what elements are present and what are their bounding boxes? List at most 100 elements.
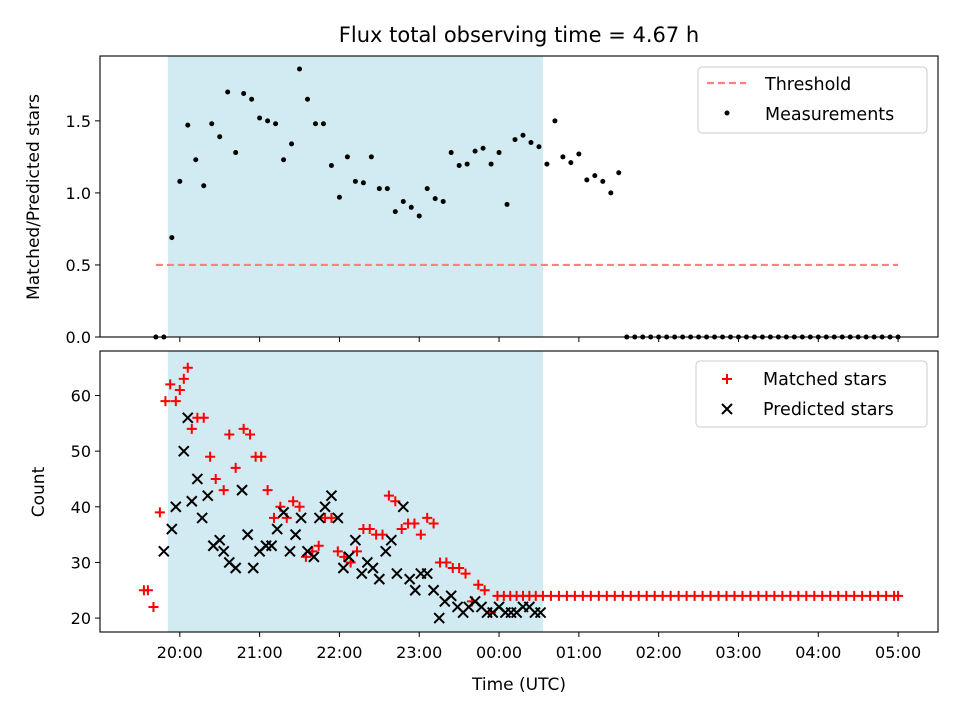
bottom-marks — [138, 362, 904, 624]
predicted-star-point — [380, 545, 392, 558]
top-legend-box — [697, 66, 928, 134]
matched-star-point — [351, 546, 362, 557]
measurement-point — [568, 160, 574, 166]
top-x-ticks — [179, 337, 899, 342]
matched-star-point — [473, 579, 484, 590]
measurement-point — [464, 161, 470, 167]
bottom-y-axis-label: Count — [29, 466, 49, 517]
top-y-ticks: 0.0 0.5 1.0 1.5 — [66, 112, 100, 347]
predicted-star-point — [433, 612, 445, 624]
predicted-star-point — [319, 501, 331, 513]
matched-star-point — [174, 384, 185, 395]
bot-y-tick-label: 40 — [71, 498, 91, 517]
measurement-point — [408, 204, 414, 210]
predicted-star-point — [421, 567, 433, 580]
chart-title: Flux total observing time = 4.67 h — [339, 23, 699, 47]
matched-star-point — [409, 518, 420, 529]
bottom-x-ticks: 20:00 21:00 22:00 23:00 00:00 01:00 02:00 03:00… — [157, 632, 921, 662]
predicted-star-point — [295, 512, 307, 524]
measurement-point — [616, 170, 622, 176]
top-axes-frame — [99, 55, 939, 338]
predicted-star-point — [217, 545, 230, 558]
predicted-star-point — [271, 523, 283, 535]
predicted-star-point — [214, 534, 226, 546]
matched-star-point — [313, 540, 324, 551]
predicted-star-point — [313, 512, 326, 524]
x-tick-label: 02:00 — [636, 643, 682, 662]
predicted-star-point — [182, 412, 194, 424]
predicted-star-point — [337, 562, 350, 574]
measurement-point — [225, 89, 231, 95]
x-tick-label: 23:00 — [396, 643, 442, 662]
top-panel: 0.0 0.5 1.0 1.5 Matched/Predicted stars Thr… — [24, 55, 939, 347]
measurement-point — [440, 199, 446, 205]
matched-star-point — [178, 373, 189, 384]
matched-star-point — [454, 563, 465, 574]
measurement-point — [209, 121, 215, 127]
measurement-point — [592, 173, 598, 179]
matched-star-point — [460, 568, 471, 579]
x-tick-label: 04:00 — [795, 643, 841, 662]
bottom-axes-frame — [99, 350, 939, 633]
x-tick-label: 21:00 — [237, 643, 283, 662]
measurement-point — [352, 178, 358, 184]
predicted-star-point — [373, 573, 386, 585]
measurement-point — [249, 96, 255, 102]
predicted-star-point — [534, 606, 547, 619]
measurement-point — [504, 201, 510, 207]
measurement-point — [233, 150, 239, 156]
predicted-star-point — [391, 567, 403, 580]
measurement-point — [600, 178, 606, 184]
measurement-point — [528, 139, 534, 145]
measurement-point — [480, 145, 486, 151]
measurement-point — [448, 150, 454, 156]
measurement-point — [169, 235, 175, 241]
matched-star-point — [256, 451, 267, 462]
predicted-star-point — [445, 590, 457, 602]
matched-star-point — [205, 451, 216, 462]
matched-star-point — [154, 507, 165, 518]
measurement-point — [320, 121, 326, 127]
predicted-star-point — [277, 506, 290, 519]
predicted-star-point — [202, 489, 214, 502]
measurement-point — [297, 66, 303, 72]
top-y-tick-label: 0.0 — [66, 328, 91, 347]
matched-star-point — [245, 429, 256, 440]
measurement-point — [344, 154, 350, 160]
matched-star-point — [160, 396, 171, 407]
top-y-tick-label: 1.0 — [66, 184, 91, 203]
matched-star-point — [182, 362, 193, 373]
matched-star-point — [218, 485, 229, 496]
predicted-star-point — [247, 562, 259, 574]
measurement-point — [384, 186, 390, 192]
matched-star-point — [268, 512, 279, 523]
bot-y-tick-label: 30 — [71, 553, 91, 572]
predicted-star-point — [166, 523, 178, 535]
measurement-point — [193, 157, 199, 163]
measurement-point — [281, 157, 287, 163]
matched-star-point — [142, 585, 153, 596]
matched-star-point — [441, 557, 452, 568]
measurement-point — [496, 150, 502, 156]
legend-predicted-label: Predicted stars — [763, 400, 894, 420]
measurement-point — [416, 213, 422, 219]
legend-predicted-swatch — [721, 403, 733, 415]
predicted-star-point — [356, 567, 368, 580]
matched-star-point — [210, 473, 221, 484]
x-tick-label: 01:00 — [556, 643, 602, 662]
matched-star-point — [428, 518, 439, 529]
legend-matched-swatch — [722, 374, 732, 384]
measurement-point — [241, 90, 247, 96]
predicted-star-point — [349, 534, 362, 546]
predicted-star-point — [367, 562, 379, 574]
legend-measurements-swatch — [724, 110, 730, 116]
bot-y-tick-label: 50 — [71, 442, 91, 461]
top-y-axis-label: Matched/Predicted stars — [24, 94, 44, 300]
matched-star-point — [479, 585, 490, 596]
top-y-tick-label: 0.5 — [66, 256, 91, 275]
matched-star-point — [326, 512, 337, 523]
predicted-star-point — [403, 573, 416, 585]
predicted-star-point — [170, 501, 182, 513]
matched-star-point — [288, 496, 299, 507]
predicted-star-point — [178, 445, 190, 457]
